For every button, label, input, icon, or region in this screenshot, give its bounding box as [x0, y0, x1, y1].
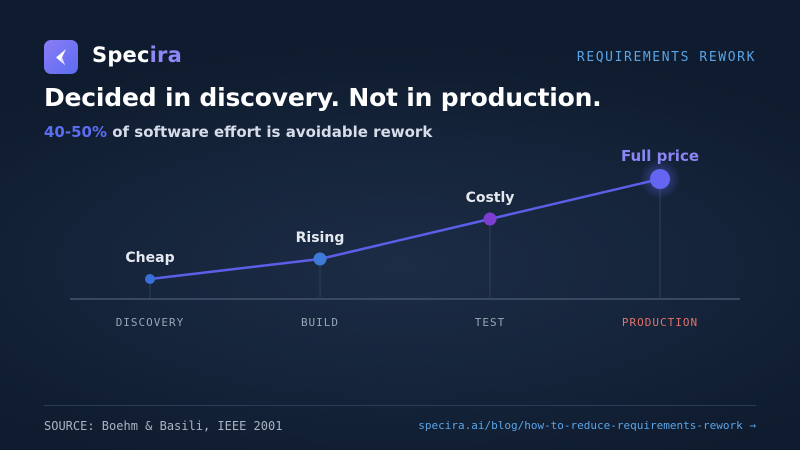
point-label-build: Rising: [296, 230, 345, 246]
data-point-discovery: [145, 274, 155, 284]
logo: [44, 40, 78, 74]
brand-name-part1: Spec: [92, 43, 150, 67]
page-title: Decided in discovery. Not in production.: [44, 83, 602, 112]
x-tick-label-production: PRODUCTION: [622, 316, 698, 329]
footer-divider: [44, 405, 756, 406]
series-line: [149, 177, 661, 281]
data-point-production: [650, 169, 670, 189]
data-point-build: [313, 252, 327, 266]
blog-link[interactable]: specira.ai/blog/how-to-reduce-requiremen…: [418, 419, 756, 432]
subtitle: 40-50% of software effort is avoidable r…: [44, 123, 432, 141]
x-tick-label-discovery: DISCOVERY: [116, 316, 185, 329]
point-label-production: Full price: [621, 147, 699, 165]
point-label-test: Costly: [466, 190, 515, 206]
subtitle-highlight: 40-50%: [44, 123, 108, 141]
brand-name: Specira: [92, 43, 182, 67]
data-point-test: [483, 212, 497, 226]
topic-tag: REQUIREMENTS REWORK: [576, 50, 756, 65]
subtitle-text: of software effort is avoidable rework: [107, 123, 433, 141]
x-tick-label-test: TEST: [475, 316, 506, 329]
brand-name-part2: ira: [149, 43, 182, 67]
source-citation: SOURCE: Boehm & Basili, IEEE 2001: [44, 419, 283, 433]
x-tick-label-build: BUILD: [301, 316, 339, 329]
point-label-discovery: Cheap: [125, 250, 174, 266]
paper-plane-icon: [56, 49, 66, 65]
